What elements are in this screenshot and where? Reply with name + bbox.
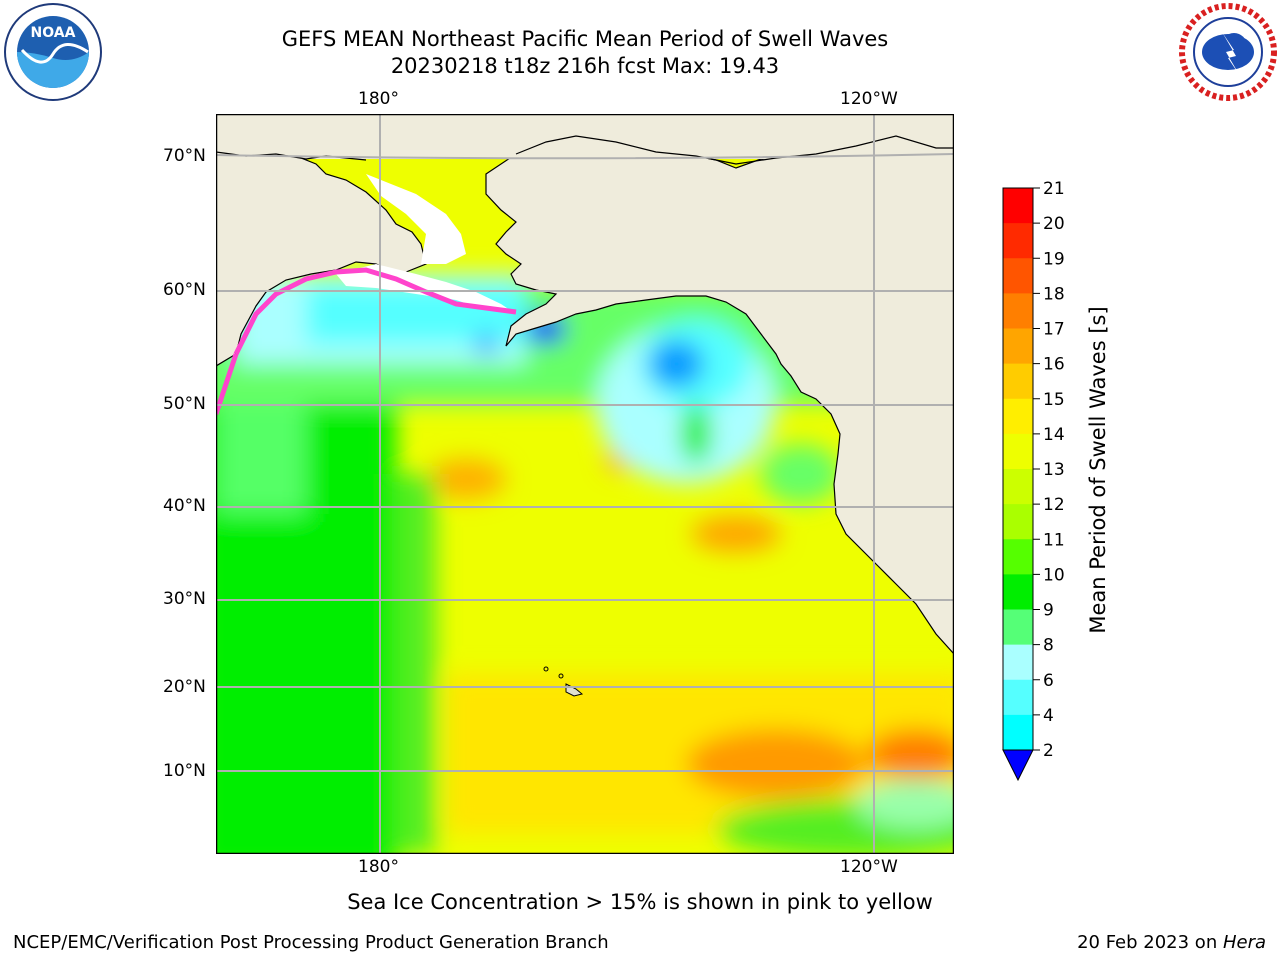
- colorbar-swatch: [1003, 398, 1033, 435]
- lat-label-30n: 30°N: [163, 589, 206, 609]
- lat-label-40n: 40°N: [163, 496, 206, 516]
- colorbar-tick-label: 13: [1043, 460, 1065, 480]
- lat-label-60n: 60°N: [163, 280, 206, 300]
- colorbar-tick-label: 9: [1043, 601, 1054, 621]
- chart-title: GEFS MEAN Northeast Pacific Mean Period …: [281, 27, 889, 51]
- colorbar-swatch: [1003, 539, 1033, 575]
- lat-label-50n: 50°N: [163, 394, 206, 414]
- colorbar-swatch: [1003, 188, 1033, 224]
- colorbar-tick-label: 21: [1043, 180, 1065, 199]
- colorbar: 21 20 19 18 17 16 15 14 13 12 11 10 9 8 6 4 2: [1002, 180, 1065, 782]
- footer-date-text: 20 Feb 2023 on: [1077, 932, 1223, 953]
- colorbar-tick-label: 2: [1043, 741, 1054, 761]
- colorbar-swatch: [1003, 504, 1033, 540]
- colorbar-tick-label: 4: [1043, 706, 1054, 726]
- colorbar-swatch: [1003, 469, 1033, 505]
- colorbar-swatch: [1003, 363, 1033, 400]
- footer-credit: NCEP/EMC/Verification Post Processing Pr…: [13, 932, 609, 953]
- colorbar-swatch: [1003, 679, 1033, 716]
- colorbar-swatch: [1003, 258, 1033, 294]
- colorbar-tick-label: 12: [1043, 495, 1065, 515]
- colorbar-swatches: [1002, 188, 1034, 782]
- noaa-logo: NOAA: [4, 3, 102, 101]
- colorbar-extend-triangle: [1002, 749, 1034, 782]
- colorbar-tick-label: 15: [1043, 390, 1065, 410]
- colorbar-tick-label: 17: [1043, 320, 1065, 340]
- colorbar-swatch: [1003, 223, 1033, 259]
- lon-label-bottom-180: 180°: [358, 857, 399, 877]
- lat-label-20n: 20°N: [163, 677, 206, 697]
- colorbar-tick-label: 10: [1043, 565, 1065, 585]
- colorbar-swatch: [1003, 293, 1033, 329]
- colorbar-tick-label: 11: [1043, 530, 1065, 550]
- colorbar-label: Mean Period of Swell Waves [s]: [1086, 306, 1110, 634]
- colorbar-tick-label: 8: [1043, 636, 1054, 656]
- noaa-logo-text: NOAA: [31, 25, 76, 41]
- lat-label-70n: 70°N: [163, 146, 206, 166]
- nws-logo: [1179, 3, 1277, 101]
- colorbar-ticks: 21 20 19 18 17 16 15 14 13 12 11 10 9 8 6 4 2: [1033, 180, 1065, 761]
- map-panel: [216, 114, 954, 854]
- colorbar-swatch: [1003, 328, 1033, 365]
- colorbar-tick-label: 6: [1043, 671, 1054, 691]
- land-siberia: [216, 151, 427, 367]
- lon-label-bottom-120w: 120°W: [840, 857, 898, 877]
- colorbar-tick-label: 19: [1043, 249, 1065, 269]
- colorbar-swatch: [1003, 714, 1033, 751]
- graticule: [216, 114, 954, 854]
- colorbar-tick-label: 14: [1043, 425, 1065, 445]
- colorbar-swatch: [1003, 609, 1033, 646]
- lat-label-10n: 10°N: [163, 761, 206, 781]
- lon-label-top-180: 180°: [358, 89, 399, 109]
- colorbar-tick-label: 20: [1043, 214, 1065, 234]
- sea-ice-note: Sea Ice Concentration > 15% is shown in …: [347, 890, 933, 914]
- lon-label-top-120w: 120°W: [840, 89, 898, 109]
- footer-date: 20 Feb 2023 on Hera: [1077, 932, 1266, 953]
- colorbar-swatch: [1003, 433, 1033, 470]
- footer-machine: Hera: [1222, 932, 1266, 953]
- colorbar-tick-label: 16: [1043, 355, 1065, 375]
- colorbar-tick-label: 18: [1043, 284, 1065, 304]
- colorbar-swatch: [1003, 574, 1033, 610]
- colorbar-swatch: [1003, 644, 1033, 681]
- chart-subtitle: 20230218 t18z 216h fcst Max: 19.43: [390, 54, 780, 78]
